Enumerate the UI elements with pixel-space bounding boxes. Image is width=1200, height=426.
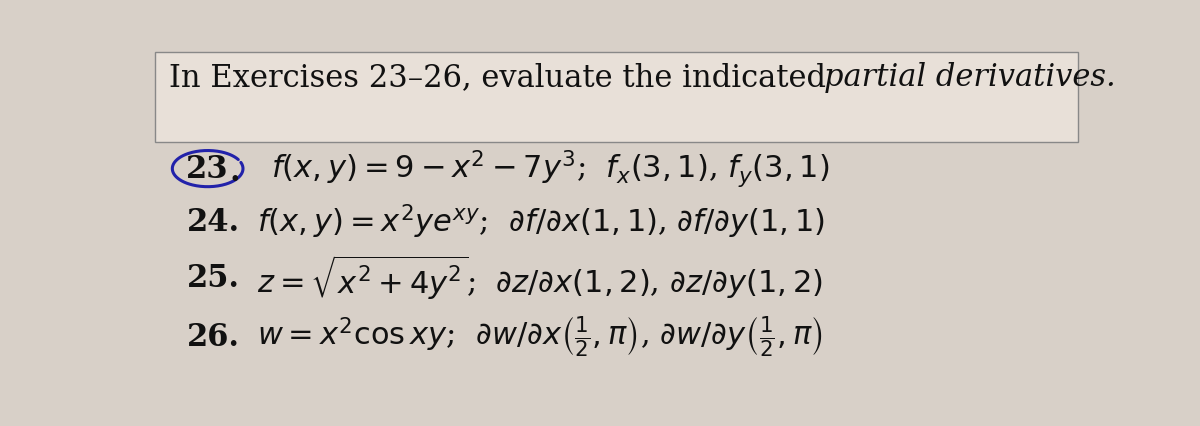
Text: In Exercises 23–26, evaluate the indicated: In Exercises 23–26, evaluate the indicat…: [168, 62, 835, 93]
Text: $w = x^2\cos xy$;  $\partial w/\partial x\left(\frac{1}{2}, \pi\right)$, $\parti: $w = x^2\cos xy$; $\partial w/\partial x…: [257, 314, 822, 359]
Text: $z = \sqrt{x^2 + 4y^2}$;  $\partial z/\partial x(1, 2)$, $\partial z/\partial y(: $z = \sqrt{x^2 + 4y^2}$; $\partial z/\pa…: [257, 253, 823, 302]
Text: 23: 23: [186, 154, 229, 184]
Text: 24.: 24.: [187, 206, 240, 237]
Text: .: .: [229, 157, 240, 188]
Text: partial derivatives.: partial derivatives.: [824, 62, 1116, 93]
Text: $f(x, y) = x^2ye^{xy}$;  $\partial f/\partial x(1, 1)$, $\partial f/\partial y(1: $f(x, y) = x^2ye^{xy}$; $\partial f/\par…: [257, 202, 824, 241]
Text: 25.: 25.: [187, 262, 240, 293]
FancyBboxPatch shape: [155, 53, 1078, 143]
Text: $f(x, y) = 9 - x^2 - 7y^3$;  $f_x(3, 1)$, $f_y(3, 1)$: $f(x, y) = 9 - x^2 - 7y^3$; $f_x(3, 1)$,…: [271, 149, 829, 190]
Text: 26.: 26.: [187, 321, 240, 352]
